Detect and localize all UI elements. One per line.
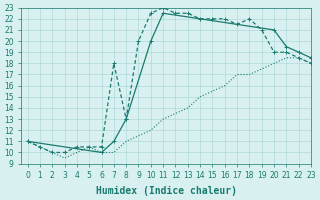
X-axis label: Humidex (Indice chaleur): Humidex (Indice chaleur): [96, 186, 237, 196]
